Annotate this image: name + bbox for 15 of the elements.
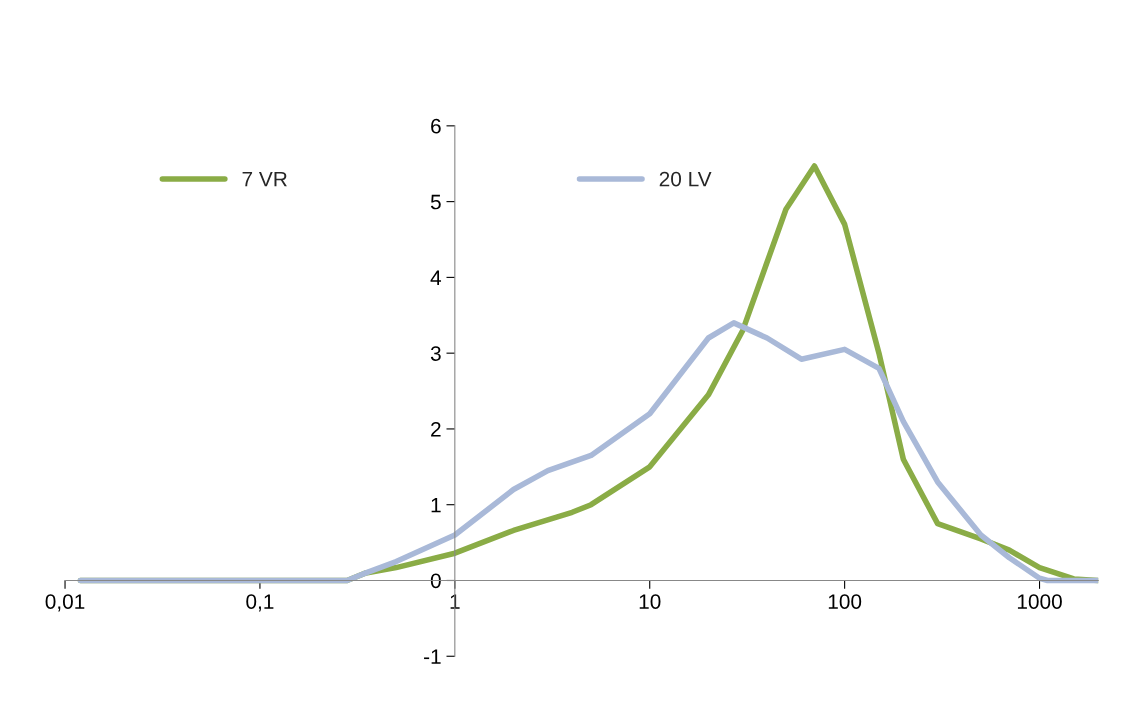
y-tick-label: -1 [424, 649, 441, 664]
y-tick-label: 5 [430, 194, 441, 210]
y-tick-label: 3 [430, 346, 441, 361]
x-tick-label: 0,1 [246, 594, 274, 612]
x-tick-label: 100 [828, 594, 862, 609]
y-tick-label: 1 [431, 497, 441, 513]
x-tick-label: 10 [639, 594, 661, 609]
x-tick-label: 1 [450, 594, 460, 609]
y-tick-label: 6 [431, 118, 441, 134]
legend-label: 20 LV [659, 171, 712, 187]
x-tick-label: 0,01 [45, 594, 85, 612]
y-tick-label: 2 [431, 421, 441, 437]
x-tick-label: 1000 [1017, 594, 1062, 609]
legend-label: 7 VR [242, 171, 287, 187]
y-tick-label: 4 [430, 270, 442, 285]
